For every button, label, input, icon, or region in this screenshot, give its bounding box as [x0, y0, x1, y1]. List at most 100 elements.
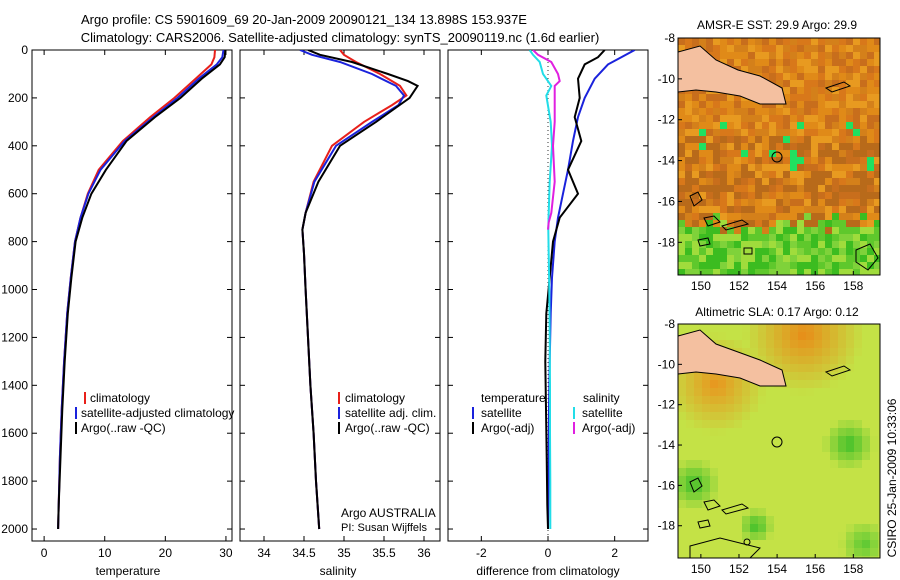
sst-cell [776, 52, 783, 59]
sst-cell [741, 262, 748, 269]
sla-cell [806, 556, 814, 558]
sla-cell [846, 420, 854, 428]
sla-cell [790, 380, 798, 388]
sst-cell [776, 220, 783, 227]
sst-cell [853, 101, 860, 108]
sst-cell [713, 227, 720, 234]
sst-cell [811, 94, 818, 101]
sst-cell [769, 108, 776, 115]
sla-cell [718, 476, 726, 484]
sla-cell [718, 396, 726, 404]
sst-cell [727, 262, 734, 269]
sst-cell [846, 94, 853, 101]
sla-cell [726, 420, 734, 428]
sst-cell [727, 213, 734, 220]
sst-cell [818, 115, 825, 122]
sst-cell [776, 241, 783, 248]
sst-cell [734, 38, 741, 45]
sst-cell [755, 213, 762, 220]
sst-cell [853, 192, 860, 199]
sst-cell [727, 199, 734, 206]
sla-cell [758, 348, 766, 356]
sla-cell [726, 460, 734, 468]
sla-cell [726, 508, 734, 516]
sla-cell [686, 396, 694, 404]
sla-cell [878, 492, 880, 500]
sst-cell [762, 269, 769, 275]
sla-cell [806, 396, 814, 404]
sst-cell [748, 52, 755, 59]
sst-cell [853, 45, 860, 52]
sst-cell [839, 94, 846, 101]
sst-cell [811, 80, 818, 87]
sst-cell [804, 269, 811, 275]
sla-cell [798, 524, 806, 532]
sla-cell [734, 508, 742, 516]
sla-cell [694, 444, 702, 452]
sla-cell [742, 524, 750, 532]
sst-cell [762, 129, 769, 136]
sla-cell [838, 420, 846, 428]
sst-cell [790, 38, 797, 45]
sst-cell [692, 234, 699, 241]
sla-cell [718, 516, 726, 524]
sla-cell [710, 388, 718, 396]
sst-cell [839, 269, 846, 275]
sst-cell [720, 234, 727, 241]
sst-cell [692, 262, 699, 269]
sst-cell [818, 199, 825, 206]
sst-cell [762, 136, 769, 143]
sst-cell [825, 206, 832, 213]
sla-cell [838, 492, 846, 500]
sst-cell [874, 248, 880, 255]
sst-cell [748, 150, 755, 157]
sla-cell [806, 484, 814, 492]
x-tick-label: -2 [476, 546, 487, 560]
sla-cell [854, 540, 862, 548]
sla-cell [838, 324, 846, 332]
sla-cell [758, 492, 766, 500]
sst-cell [741, 164, 748, 171]
sla-cell [838, 364, 846, 372]
sla-cell [710, 396, 718, 404]
sst-cell [776, 143, 783, 150]
sst-cell [727, 255, 734, 262]
sla-cell [726, 516, 734, 524]
sst-cell [734, 108, 741, 115]
sst-cell [797, 136, 804, 143]
sla-cell [718, 332, 726, 340]
sla-cell [726, 524, 734, 532]
sla-cell [798, 556, 806, 558]
sla-cell [806, 548, 814, 556]
sla-cell [822, 340, 830, 348]
sla-cell [854, 516, 862, 524]
sst-cell [685, 157, 692, 164]
sla-cell [870, 388, 878, 396]
sla-cell [878, 372, 880, 380]
temperature-series [57, 50, 227, 530]
sst-cell [762, 192, 769, 199]
sla-cell [782, 372, 790, 380]
sst-cell [804, 150, 811, 157]
sst-cell [699, 157, 706, 164]
sst-cell [748, 220, 755, 227]
sla-cell [790, 452, 798, 460]
sst-cell [797, 108, 804, 115]
sst-cell [727, 185, 734, 192]
sla-cell [806, 340, 814, 348]
sla-cell [790, 388, 798, 396]
sst-cell [818, 220, 825, 227]
sla-cell [806, 428, 814, 436]
sla-cell [774, 556, 782, 558]
sst-cell [804, 94, 811, 101]
sla-cell [766, 540, 774, 548]
sst-cell [692, 269, 699, 275]
sst-cell [790, 227, 797, 234]
sla-cell [814, 492, 822, 500]
sst-cell [811, 192, 818, 199]
sla-cell [878, 428, 880, 436]
sla-cell [758, 556, 766, 558]
sst-cell [755, 66, 762, 73]
sla-cell [838, 372, 846, 380]
sst-cell [853, 185, 860, 192]
